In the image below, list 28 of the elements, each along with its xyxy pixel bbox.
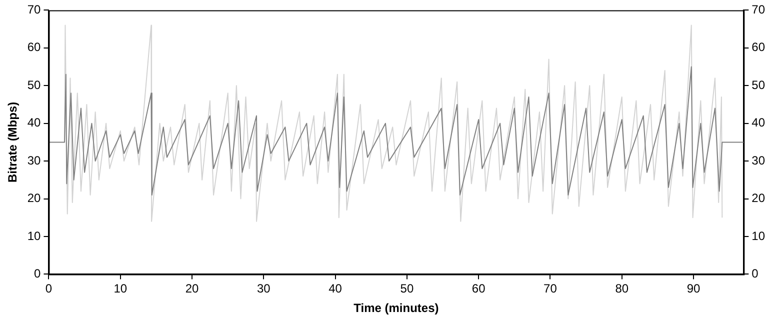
x-tick-label: 20	[185, 282, 200, 296]
y-tick-label: 70	[27, 2, 42, 17]
y-axis-title: Bitrate (Mbps)	[6, 102, 20, 183]
y2-tick-label: 30	[752, 153, 766, 168]
y2-tick-label: 50	[752, 78, 766, 92]
x-axis-title: Time (minutes)	[354, 301, 439, 316]
y-tick-label: 0	[34, 266, 42, 281]
x-tick-label: 50	[400, 282, 414, 296]
x-tick-label: 70	[544, 282, 558, 296]
y-tick-label: 40	[27, 116, 42, 130]
x-tick-label: 0	[45, 282, 52, 296]
y-tick-label: 30	[27, 153, 42, 168]
y2-tick-label: 20	[752, 191, 766, 206]
x-tick-label: 40	[328, 282, 342, 296]
y-tick-label: 10	[27, 228, 42, 243]
x-tick-label: 60	[472, 282, 486, 296]
y2-tick-label: 10	[752, 228, 766, 243]
y-tick-label: 50	[27, 78, 42, 92]
y2-tick-label: 70	[752, 2, 766, 17]
y2-tick-label: 40	[752, 116, 766, 130]
y-tick-label: 60	[27, 40, 42, 54]
y2-tick-label: 0	[752, 266, 759, 281]
x-tick-label: 10	[114, 282, 128, 296]
y2-tick-label: 60	[752, 40, 766, 54]
x-tick-label: 80	[615, 282, 629, 296]
x-tick-label: 90	[686, 282, 700, 296]
x-tick-label: 30	[256, 282, 271, 296]
y-tick-label: 20	[27, 191, 42, 206]
